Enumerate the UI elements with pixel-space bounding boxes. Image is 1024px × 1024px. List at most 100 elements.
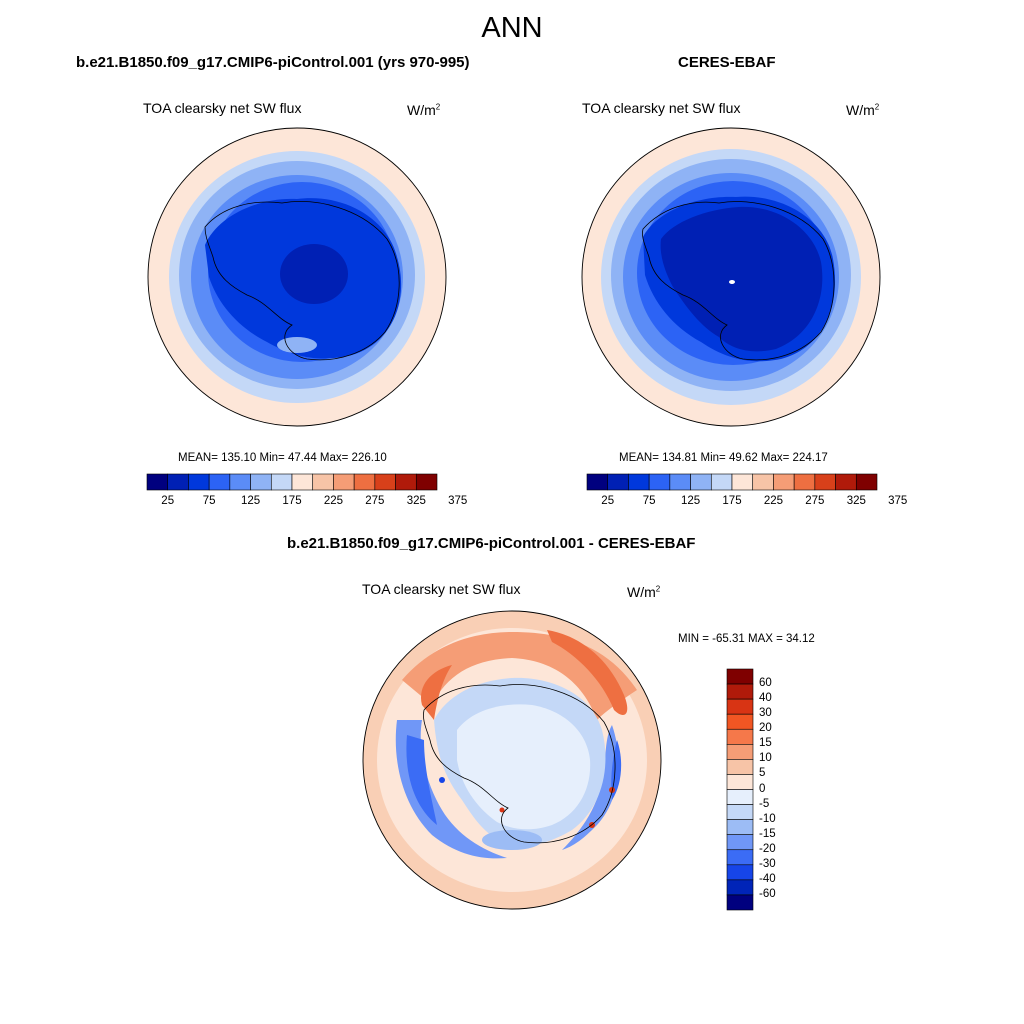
colorbar-tick-label: 5 <box>759 767 766 780</box>
colorbar-box <box>229 473 251 491</box>
colorbar-box <box>188 473 210 491</box>
colorbar-tick-label: -5 <box>759 797 770 810</box>
model-colorbar-boxes <box>146 473 438 491</box>
diff-units-label: W/m2 <box>627 584 661 600</box>
colorbar-box <box>395 473 417 491</box>
colorbar-box <box>167 473 189 491</box>
obs-stats: MEAN= 134.81 Min= 49.62 Max= 224.17 <box>619 452 828 464</box>
colorbar-box <box>726 894 754 911</box>
colorbar-tick-label: 0 <box>759 782 766 795</box>
colorbar-box <box>726 864 754 881</box>
diff-polar-map <box>362 610 662 910</box>
colorbar-box <box>353 473 376 491</box>
colorbar-box <box>146 473 169 491</box>
obs-variable-label: TOA clearsky net SW flux <box>582 100 741 116</box>
page-title: ANN <box>481 12 543 44</box>
model-variable-label: TOA clearsky net SW flux <box>143 100 302 116</box>
colorbar-tick-label: -20 <box>759 842 776 855</box>
colorbar-tick-label: 225 <box>763 495 784 507</box>
obs-colorbar-labels: 25 75 125 175 225 275 325 375 <box>587 495 907 509</box>
colorbar-tick-label: 40 <box>759 692 772 705</box>
model-colorbar-labels: 25 75 125 175 225 275 325 375 <box>147 495 467 509</box>
colorbar-tick-label: 10 <box>759 752 772 765</box>
colorbar-box <box>726 834 754 851</box>
colorbar-box <box>726 774 754 790</box>
model-units-label: W/m2 <box>407 102 441 118</box>
model-colorbar <box>146 473 438 491</box>
colorbar-tick-label: -30 <box>759 857 776 870</box>
colorbar-box <box>291 473 314 491</box>
colorbar-box <box>726 789 754 805</box>
colorbar-box <box>607 473 629 491</box>
colorbar-tick-label: -10 <box>759 812 776 825</box>
colorbar-tick-label: 325 <box>846 495 866 507</box>
colorbar-box <box>814 473 836 491</box>
colorbar-tick-label: 175 <box>282 495 302 507</box>
model-polar-map <box>147 127 447 427</box>
colorbar-box <box>835 473 857 491</box>
obs-colorbar <box>586 473 878 491</box>
colorbar-box <box>726 804 754 820</box>
colorbar-tick-label: 375 <box>448 495 468 507</box>
colorbar-box <box>726 698 754 715</box>
colorbar-box <box>726 879 754 896</box>
colorbar-tick-label: 25 <box>161 495 175 507</box>
colorbar-box <box>726 713 754 730</box>
colorbar-tick-label: 275 <box>365 495 385 507</box>
model-panel-title: b.e21.B1850.f09_g17.CMIP6-piControl.001 … <box>76 54 470 71</box>
colorbar-tick-label: 15 <box>759 737 772 750</box>
colorbar-box <box>586 473 609 491</box>
diff-panel-title: b.e21.B1850.f09_g17.CMIP6-piControl.001 … <box>287 535 696 552</box>
colorbar-box <box>726 849 754 866</box>
model-stats: MEAN= 135.10 Min= 47.44 Max= 226.10 <box>178 452 387 464</box>
colorbar-box <box>726 668 754 685</box>
colorbar-tick-label: 75 <box>202 495 216 507</box>
colorbar-box <box>690 473 712 491</box>
colorbar-box <box>312 473 334 491</box>
colorbar-box <box>855 473 878 491</box>
colorbar-box <box>726 759 754 775</box>
colorbar-tick-label: 30 <box>759 707 772 720</box>
colorbar-box <box>793 473 816 491</box>
colorbar-box <box>726 728 754 745</box>
colorbar-tick-label: 325 <box>406 495 426 507</box>
obs-colorbar-boxes <box>586 473 878 491</box>
diff-colorbar-boxes <box>726 668 754 911</box>
colorbar-box <box>710 473 733 491</box>
colorbar-tick-label: 20 <box>759 722 772 735</box>
colorbar-tick-label: -40 <box>759 872 776 885</box>
colorbar-tick-label: 125 <box>680 495 701 507</box>
colorbar-box <box>726 744 754 760</box>
colorbar-box <box>333 473 355 491</box>
colorbar-tick-label: 175 <box>722 495 742 507</box>
colorbar-box <box>731 473 754 491</box>
colorbar-tick-label: 125 <box>240 495 261 507</box>
colorbar-box <box>208 473 231 491</box>
colorbar-box <box>628 473 650 491</box>
colorbar-box <box>415 473 438 491</box>
colorbar-tick-label: 375 <box>888 495 908 507</box>
colorbar-box <box>270 473 293 491</box>
colorbar-box <box>250 473 272 491</box>
colorbar-box <box>773 473 795 491</box>
diff-colorbar <box>726 668 754 911</box>
colorbar-tick-label: 75 <box>642 495 656 507</box>
diff-variable-label: TOA clearsky net SW flux <box>362 581 521 597</box>
colorbar-tick-label: 25 <box>601 495 615 507</box>
colorbar-box <box>726 819 754 835</box>
obs-units-label: W/m2 <box>846 102 880 118</box>
colorbar-box <box>752 473 774 491</box>
colorbar-tick-label: -60 <box>759 887 776 900</box>
colorbar-tick-label: 275 <box>805 495 825 507</box>
colorbar-box <box>726 683 754 700</box>
diff-stats: MIN = -65.31 MAX = 34.12 <box>678 633 815 645</box>
obs-polar-map <box>581 127 881 427</box>
diff-colorbar-labels: 60 40 30 20 15 10 5 0 -5 -10 -15 -20 -30 -40 -60 <box>759 669 799 910</box>
colorbar-tick-label: -15 <box>759 827 776 840</box>
colorbar-box <box>648 473 671 491</box>
colorbar-tick-label: 225 <box>323 495 344 507</box>
colorbar-box <box>374 473 396 491</box>
colorbar-tick-label: 60 <box>759 677 772 690</box>
obs-panel-title: CERES-EBAF <box>678 54 776 71</box>
colorbar-box <box>669 473 691 491</box>
